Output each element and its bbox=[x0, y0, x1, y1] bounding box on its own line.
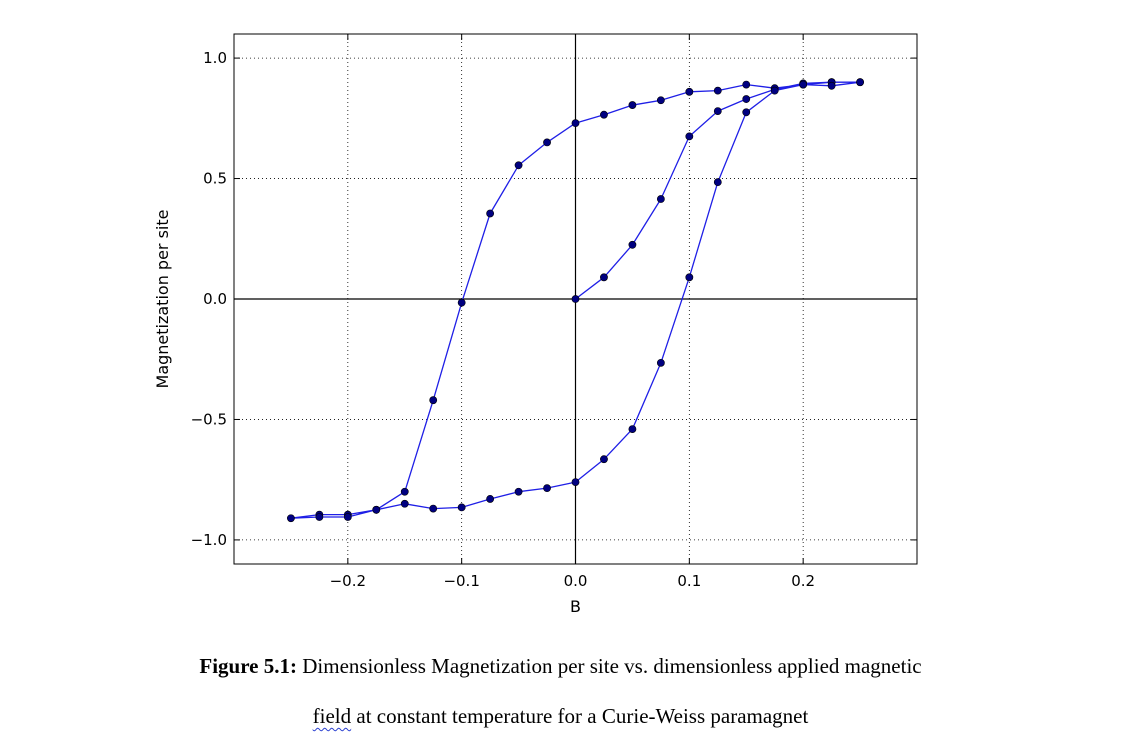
x-tick-label: −0.2 bbox=[330, 572, 366, 590]
data-point bbox=[486, 209, 495, 218]
axis-ticks: −0.2 −0.1 0.0 0.1 0.2 1.0 0.5 0.0 −0.5 −1.0 bbox=[191, 34, 917, 590]
data-point bbox=[571, 119, 580, 128]
data-point bbox=[600, 273, 608, 282]
caption-text-2: at constant temperature for a Curie-Weis… bbox=[351, 704, 809, 728]
figure-caption-line1: Figure 5.1: Dimensionless Magnetization … bbox=[0, 654, 1121, 679]
y-tick-label: 1.0 bbox=[203, 49, 227, 67]
data-point bbox=[628, 240, 637, 249]
data-point bbox=[713, 178, 722, 187]
data-point bbox=[856, 78, 864, 87]
data-point bbox=[600, 110, 608, 119]
y-tick-label: 0.5 bbox=[203, 170, 227, 188]
data-point bbox=[514, 161, 523, 170]
caption-word-field: field bbox=[312, 704, 352, 728]
data-point bbox=[742, 108, 751, 117]
data-point bbox=[799, 80, 808, 89]
data-point bbox=[486, 495, 495, 503]
data-point bbox=[656, 358, 665, 367]
figure-label: Figure 5.1: bbox=[199, 654, 297, 678]
figure-caption-line2: field at constant temperature for a Curi… bbox=[0, 704, 1121, 729]
x-axis-label: B bbox=[570, 597, 581, 616]
data-point bbox=[713, 86, 722, 95]
data-point bbox=[400, 487, 409, 496]
data-point bbox=[827, 81, 836, 90]
hysteresis-chart: −0.2 −0.1 0.0 0.1 0.2 1.0 0.5 0.0 −0.5 −1.0 B Mag… bbox=[153, 33, 918, 616]
data-point bbox=[628, 101, 637, 109]
data-point bbox=[571, 295, 580, 303]
x-tick-label: 0.0 bbox=[564, 572, 588, 590]
data-point bbox=[713, 107, 722, 115]
x-tick-label: −0.1 bbox=[443, 572, 479, 590]
data-point bbox=[600, 455, 608, 464]
data-point bbox=[457, 298, 466, 307]
data-point bbox=[656, 195, 665, 203]
data-point bbox=[543, 484, 551, 493]
data-point bbox=[400, 499, 409, 508]
data-point bbox=[628, 425, 637, 433]
y-axis-label: Magnetization per site bbox=[153, 210, 172, 389]
caption-text-1: Dimensionless Magnetization per site vs.… bbox=[296, 654, 922, 678]
data-point bbox=[685, 273, 694, 282]
data-point bbox=[685, 132, 694, 141]
x-tick-label: 0.2 bbox=[791, 572, 815, 590]
data-point bbox=[571, 478, 580, 486]
data-point bbox=[287, 514, 295, 523]
data-point bbox=[685, 87, 694, 96]
data-point bbox=[429, 396, 438, 405]
y-tick-label: 0.0 bbox=[203, 290, 227, 308]
data-point bbox=[429, 504, 438, 513]
data-point bbox=[742, 95, 751, 103]
series-layer bbox=[287, 78, 864, 523]
data-point bbox=[457, 503, 466, 512]
data-point bbox=[514, 487, 523, 496]
x-tick-label: 0.1 bbox=[677, 572, 701, 590]
data-point bbox=[656, 96, 665, 105]
y-tick-label: −0.5 bbox=[191, 410, 227, 428]
data-point bbox=[372, 505, 381, 514]
data-point bbox=[315, 513, 324, 521]
data-point bbox=[770, 86, 779, 95]
y-tick-label: −1.0 bbox=[191, 531, 227, 549]
data-point bbox=[343, 513, 352, 521]
data-point bbox=[742, 80, 751, 89]
data-point bbox=[543, 138, 551, 147]
